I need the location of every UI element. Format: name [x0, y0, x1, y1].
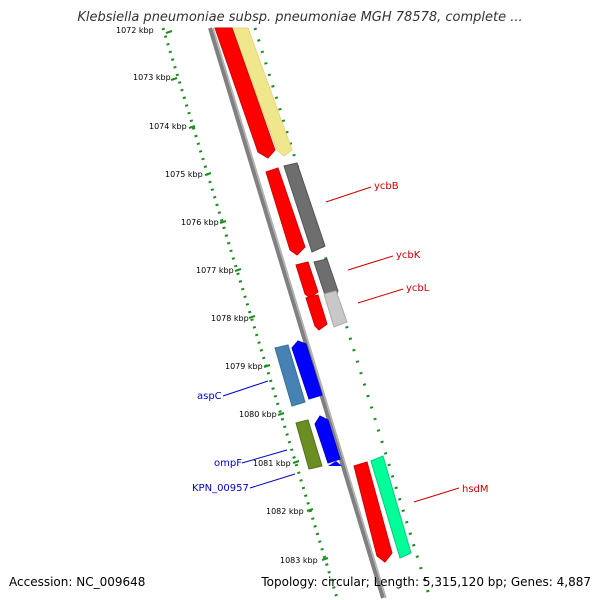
gene-arrow-red: [353, 461, 393, 563]
gene-label-ycbK: ycbK: [396, 250, 421, 261]
scale-ticks: [165, 30, 329, 561]
gene-arrow-blue-small: [328, 461, 342, 466]
genome-backbone: [208, 27, 385, 599]
gene-arrow-blue: [291, 340, 323, 400]
gene-arrow-gray: [313, 258, 339, 296]
tick-label: 1083 kbp: [280, 556, 318, 565]
gene-label-KPN_00957: KPN_00957: [192, 483, 249, 494]
gene-arrow-red: [295, 261, 319, 299]
gene-arrow-khaki: [231, 27, 293, 157]
genome-backbone-shadow: [212, 27, 387, 599]
tick-label: 1079 kbp: [225, 362, 263, 371]
gene-arrow-red: [265, 167, 306, 256]
gene-arrow-mint: [370, 455, 412, 559]
tick-label: 1081 kbp: [253, 459, 291, 468]
gene-label-hsdM: hsdM: [462, 484, 489, 495]
gene-arrow-lightgray: [323, 290, 348, 328]
tick-label: 1073 kbp: [133, 73, 171, 82]
map-title: Klebsiella pneumoniae subsp. pneumoniae …: [77, 10, 523, 25]
tick-label: 1077 kbp: [196, 266, 234, 275]
gene-label-ycbL: ycbL: [406, 283, 430, 294]
tick-label: 1078 kbp: [211, 314, 249, 323]
tick-label: 1075 kbp: [165, 170, 203, 179]
gene-arrow-red: [305, 294, 328, 331]
gene-arrow-steelblue: [274, 344, 306, 407]
gene-labels: ycbB ycbK ycbL aspC ompF KPN_00957 hsdM: [192, 181, 489, 495]
tick-label: 1080 kbp: [239, 410, 277, 419]
scale-axis-dots: [161, 27, 339, 599]
gene-features: [214, 27, 412, 563]
accession-text: Accession: NC_009648: [9, 575, 146, 589]
gene-label-ycbB: ycbB: [374, 181, 399, 192]
genome-summary-text: Topology: circular; Length: 5,315,120 bp…: [261, 575, 591, 589]
gene-arrow-red: [214, 27, 276, 159]
scale-tick-labels: 1072 kbp 1073 kbp 1074 kbp 1075 kbp 1076…: [116, 26, 318, 565]
gene-label-ompF: ompF: [214, 458, 242, 469]
tick-label: 1074 kbp: [149, 122, 187, 131]
gene-leader-lines: [222, 186, 460, 503]
tick-label: 1082 kbp: [266, 507, 304, 516]
gene-arrow-olive: [295, 419, 323, 470]
gene-arrow-gray: [283, 162, 326, 253]
gene-arrow-blue: [314, 415, 341, 464]
tick-label: 1076 kbp: [181, 218, 219, 227]
gene-label-aspC: aspC: [197, 391, 222, 402]
tick-label: 1072 kbp: [116, 26, 154, 35]
